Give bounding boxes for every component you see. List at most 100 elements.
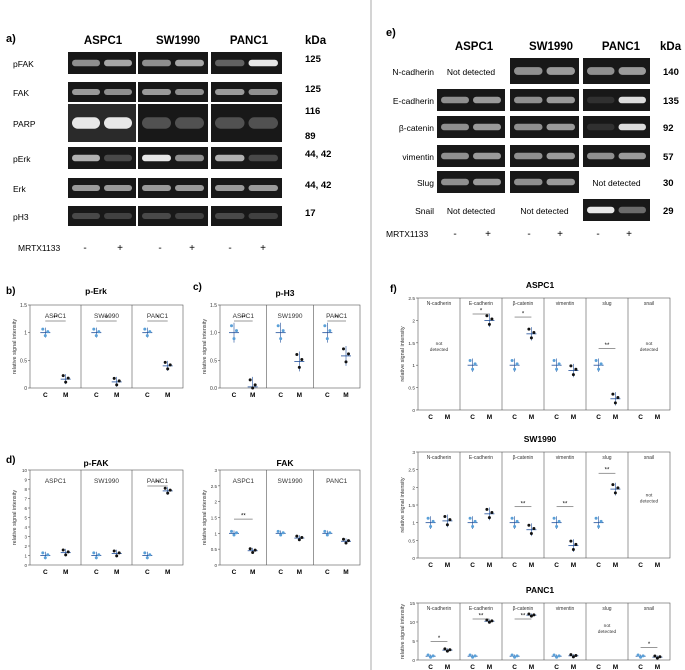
- blot-e-band: [514, 152, 543, 160]
- panel-f-subplot-title: SW1990: [524, 434, 557, 444]
- y-tick-label: 3: [214, 468, 217, 473]
- panel-d-FAK-chart: FAK 0 0.5 1 1.5 2 2.5 3 relative signal intensi…: [202, 458, 361, 576]
- significance-marker: **: [104, 316, 109, 322]
- blot-a-kda: 44, 42: [305, 149, 331, 160]
- blot-a-band: [175, 154, 204, 162]
- x-tick-label: M: [487, 562, 492, 569]
- data-point: [97, 330, 101, 334]
- data-point: [66, 376, 70, 380]
- data-point: [64, 553, 68, 557]
- blot-e-label: β-catenin: [399, 123, 434, 133]
- data-point: [655, 656, 659, 660]
- blot-e-band: [514, 123, 543, 131]
- data-point: [97, 553, 101, 557]
- significance-marker: **: [241, 514, 246, 520]
- blot-a-membrane: [211, 147, 282, 169]
- blot-a-membrane: [211, 178, 282, 198]
- data-point: [41, 551, 45, 555]
- x-tick-label: C: [232, 569, 237, 576]
- blot-a-band: [215, 185, 245, 191]
- x-tick-label: M: [343, 392, 348, 399]
- data-point: [473, 654, 477, 658]
- data-point: [112, 376, 116, 380]
- group-label: SW1990: [278, 313, 303, 320]
- y-tick-label: 2.5: [211, 484, 218, 489]
- blot-a-membrane: [138, 104, 208, 142]
- y-tick-label: 0: [214, 563, 217, 568]
- y-tick-label: 1: [24, 331, 27, 337]
- x-tick-label: M: [297, 569, 302, 576]
- group-label: snail: [644, 455, 654, 461]
- data-point: [569, 653, 573, 657]
- data-point: [276, 529, 280, 533]
- x-tick-label: M: [114, 569, 119, 576]
- data-point: [281, 329, 285, 333]
- data-point: [552, 516, 556, 520]
- panel-e-col-sw1990: SW1990: [529, 41, 573, 53]
- y-tick-label: 0.0: [210, 386, 217, 392]
- panel-a-blot: a) ASPC1 SW1990 PANC1 kDa pFAK 125 FAK 125 P…: [6, 33, 331, 254]
- x-tick-label: C: [428, 414, 433, 421]
- blot-a-band: [104, 185, 132, 191]
- group-label: PANC1: [147, 313, 169, 320]
- blot-a-membrane: [138, 147, 208, 169]
- panel-f-subplot-title: PANC1: [526, 585, 554, 595]
- blot-e-membrane: [510, 171, 579, 193]
- blot-e-band: [546, 96, 575, 104]
- significance-marker: **: [521, 501, 526, 507]
- y-tick-label: 15: [410, 601, 416, 607]
- group-label: PANC1: [326, 313, 348, 320]
- data-point: [532, 330, 536, 334]
- data-point: [328, 531, 332, 535]
- data-point: [431, 654, 435, 658]
- blot-e-band: [618, 123, 646, 131]
- data-point: [445, 523, 449, 527]
- blot-a-band: [142, 154, 171, 162]
- data-point: [555, 367, 559, 371]
- y-tick-label: 2.5: [408, 296, 415, 302]
- data-point: [510, 653, 514, 657]
- y-axis-label: relative signal intensity: [12, 490, 18, 546]
- data-point: [143, 327, 147, 331]
- panel-f-letter: f): [390, 284, 397, 295]
- x-tick-label: M: [529, 562, 534, 569]
- blot-e-band: [546, 123, 575, 131]
- data-point: [473, 362, 477, 366]
- blot-a-band: [72, 154, 100, 162]
- y-tick-label: 0.5: [211, 547, 218, 552]
- group-label: PANC1: [326, 478, 348, 485]
- data-point: [41, 327, 45, 331]
- data-point: [639, 655, 643, 659]
- data-point: [448, 648, 452, 652]
- data-point: [487, 516, 491, 520]
- x-tick-label: C: [512, 414, 517, 421]
- group-label: snail: [644, 606, 654, 612]
- y-tick-label: 5: [412, 639, 415, 645]
- x-tick-label: M: [343, 569, 348, 576]
- data-point: [641, 654, 645, 658]
- data-point: [616, 395, 620, 399]
- data-point: [527, 327, 531, 331]
- blot-e-kda: 57: [663, 152, 674, 163]
- panel-d-letter: d): [6, 455, 15, 466]
- x-tick-label: C: [428, 664, 433, 670]
- data-point: [448, 518, 452, 522]
- data-point: [532, 613, 536, 617]
- y-tick-label: 1.5: [20, 303, 27, 309]
- data-point: [166, 367, 170, 371]
- blot-a-membrane: [211, 104, 282, 142]
- blot-e-membrane: [583, 199, 650, 221]
- x-tick-label: C: [43, 392, 48, 399]
- panel-a-kda-header: kDa: [305, 35, 327, 47]
- blot-e-not-detected: Not detected: [520, 206, 568, 216]
- data-point: [112, 549, 116, 553]
- data-point: [148, 553, 152, 557]
- y-tick-label: 0: [412, 556, 415, 562]
- blot-a-band: [248, 59, 278, 67]
- blot-a-band: [248, 117, 278, 129]
- panel-d-pFAK-chart: d) p-FAK 0 1 2 3 4 5 6 7 8 9 10 relative signal int…: [6, 455, 184, 576]
- blot-a-band: [72, 117, 100, 129]
- y-tick-label: 3: [24, 535, 27, 540]
- blot-e-membrane: [510, 145, 579, 167]
- panel-a-lane-signs: - + - + - +: [83, 243, 266, 254]
